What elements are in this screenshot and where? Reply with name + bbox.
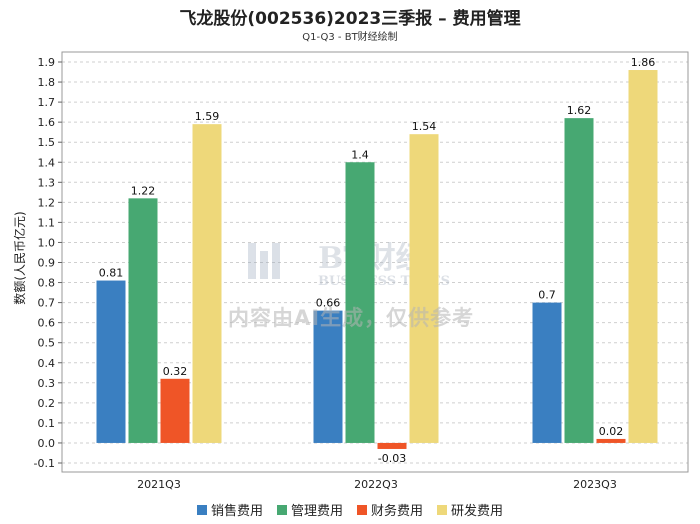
y-tick-label: 0.8 (38, 277, 56, 290)
y-tick-label: 1.5 (38, 136, 56, 149)
legend-swatch (196, 504, 207, 515)
legend-item: 财务费用 (357, 500, 423, 519)
y-tick-label: 0.5 (38, 337, 56, 350)
x-tick-label: 2021Q3 (137, 478, 181, 491)
y-tick-label: 1.0 (38, 236, 56, 249)
y-tick-label: 0.9 (38, 257, 56, 270)
y-tick-label: 1.8 (38, 76, 56, 89)
data-label: 1.4 (351, 148, 369, 161)
x-tick-label: 2023Q3 (573, 478, 617, 491)
bar-2021Q3-销售费用 (96, 280, 126, 443)
legend-item: 销售费用 (196, 500, 263, 519)
axis-layer: -0.1 0.0 0.1 0.2 0.3 0.4 0.5 0.6 0.7 0.8 0.9 1.0 1.1… (34, 51, 689, 491)
y-tick-label: 0.7 (38, 297, 56, 310)
bar-2023Q3-销售费用 (532, 302, 562, 443)
data-label: 1.22 (131, 184, 156, 197)
bar-2022Q3-财务费用 (377, 442, 407, 449)
data-label: 0.7 (538, 289, 556, 302)
chart-subtitle: Q1-Q3 - BT财经绘制 (302, 32, 398, 43)
bar-2022Q3-研发费用 (409, 134, 439, 443)
legend-label: 管理费用 (290, 504, 343, 519)
data-label: 0.66 (316, 297, 341, 310)
bar-2023Q3-研发费用 (628, 70, 658, 443)
y-tick-label: 1.1 (38, 216, 56, 229)
bar-chart: BT财经 BUSINESS TIMES 0.811.220.321.590.66… (12, 51, 689, 491)
x-tick-label: 2022Q3 (354, 478, 398, 491)
legend-item: 管理费用 (276, 500, 343, 519)
y-tick-label: 0.6 (38, 317, 56, 330)
legend-label: 销售费用 (210, 504, 263, 519)
y-tick-label: 1.3 (38, 176, 56, 189)
data-label: 0.81 (99, 267, 124, 280)
y-tick-label: -0.1 (34, 457, 55, 470)
y-tick-label: 1.6 (38, 116, 56, 129)
y-tick-label: 0.2 (38, 397, 56, 410)
grid-layer (62, 61, 688, 464)
data-label: 1.62 (567, 104, 592, 117)
legend-label: 研发费用 (451, 504, 504, 519)
data-label: 1.54 (412, 120, 437, 133)
legend-swatch (357, 504, 367, 515)
bar-2023Q3-管理费用 (564, 118, 594, 443)
y-tick-label: 0.1 (38, 417, 56, 430)
bar-2023Q3-财务费用 (596, 438, 626, 443)
bar-2021Q3-研发费用 (192, 124, 222, 443)
data-label: 0.02 (599, 425, 624, 438)
legend: 销售费用 管理费用 财务费用 研发费用 (0, 500, 700, 519)
y-tick-label: 1.2 (38, 196, 56, 209)
legend-swatch (437, 504, 448, 515)
y-axis-label: 数额(人民币亿元) (12, 211, 27, 304)
data-label: 1.59 (195, 110, 220, 123)
legend-label: 财务费用 (371, 504, 424, 519)
data-label: -0.03 (378, 452, 406, 465)
bar-2022Q3-管理费用 (345, 162, 375, 443)
bar-2021Q3-管理费用 (128, 198, 158, 443)
y-tick-label: 0.0 (38, 437, 56, 450)
y-tick-label: 0.3 (38, 377, 56, 390)
y-tick-label: 0.4 (38, 357, 56, 370)
watermark-notice: 内容由AI生成，仅供参考 (228, 306, 475, 330)
y-tick-label: 1.7 (38, 96, 56, 109)
y-tick-label: 1.4 (38, 156, 56, 169)
legend-swatch (276, 504, 287, 515)
bar-2022Q3-销售费用 (313, 310, 343, 443)
bar-2021Q3-财务费用 (160, 378, 190, 443)
legend-item: 研发费用 (437, 500, 503, 519)
y-tick-label: 1.9 (38, 56, 56, 69)
chart-title: 飞龙股份(002536)2023三季报 – 费用管理 (179, 9, 521, 29)
data-label: 1.86 (631, 56, 656, 69)
bars-layer: 0.81 1.22 0.32 1.59 0.66 1.4 -0.03 1.54 0.7 1.62 0… (96, 56, 658, 465)
data-label: 0.32 (163, 365, 188, 378)
